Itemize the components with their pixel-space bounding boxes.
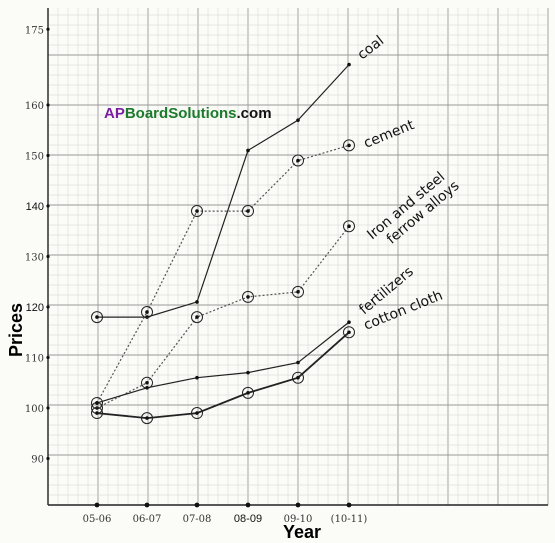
- data-point: [246, 209, 250, 213]
- x-axis-ticks: 05-06 06-07 07-08 08-09 09-10 (10-11): [83, 502, 368, 525]
- y-tick-label: 175: [25, 25, 44, 36]
- y-tick-mark: [46, 27, 50, 31]
- series-line-4: [96, 331, 350, 420]
- data-point: [347, 320, 351, 324]
- data-point: [347, 330, 351, 335]
- x-tick-label: 05-06: [83, 514, 112, 525]
- series-line-0: [97, 64, 350, 318]
- chart-grid: [47, 8, 549, 506]
- data-point-ring: [191, 311, 203, 324]
- data-point: [95, 315, 99, 319]
- y-tick-mark: [46, 406, 50, 410]
- x-tick-label: 06-07: [133, 514, 162, 525]
- x-axis-title: Year: [283, 522, 321, 542]
- data-point: [347, 224, 351, 228]
- series-line-3: [96, 321, 350, 404]
- y-tick-label: 150: [25, 152, 44, 163]
- data-point: [246, 148, 250, 153]
- data-point: [296, 375, 300, 380]
- data-point: [145, 416, 149, 420]
- data-point: [246, 391, 250, 395]
- data-point-ring: [91, 407, 103, 420]
- data-point: [195, 375, 199, 380]
- watermark: APBoardSolutions.com: [104, 105, 272, 122]
- data-point: [347, 62, 351, 67]
- data-point: [145, 380, 149, 385]
- x-tick-mark: [194, 502, 200, 508]
- y-tick-label: 130: [25, 253, 44, 264]
- y-tick-mark: [46, 355, 50, 360]
- data-point-ring: [242, 205, 254, 218]
- series-label-line: coal: [355, 33, 387, 63]
- y-tick-label: 120: [26, 302, 44, 314]
- data-point: [246, 295, 250, 299]
- x-tick-mark: [346, 502, 352, 508]
- data-point: [95, 411, 99, 415]
- series-label-line: cement: [362, 117, 418, 152]
- series-line-2: [96, 225, 350, 409]
- data-point: [296, 118, 300, 122]
- y-tick-label: 100: [25, 404, 44, 415]
- data-point-ring: [343, 220, 355, 233]
- data-point-ring: [141, 412, 153, 425]
- data-point-ring: [343, 139, 355, 152]
- y-tick-mark: [46, 305, 50, 309]
- watermark-part-ap: AP: [104, 105, 125, 122]
- data-point-ring: [91, 311, 103, 324]
- y-tick-mark: [46, 254, 50, 259]
- series-line-1: [96, 144, 350, 404]
- y-tick-mark: [46, 204, 50, 208]
- x-tick-mark: [245, 502, 251, 508]
- data-point-ring: [292, 371, 304, 384]
- y-tick-label: 160: [25, 101, 44, 112]
- y-tick-mark: [46, 153, 50, 158]
- data-point: [195, 209, 199, 213]
- data-point-ring: [242, 290, 254, 303]
- series-label: cement: [362, 117, 418, 152]
- data-point-ring: [141, 306, 153, 319]
- data-point: [296, 290, 300, 294]
- y-tick-mark: [46, 456, 50, 461]
- watermark-part-solutions: Solutions: [168, 105, 236, 122]
- x-tick-label: 08-09: [234, 513, 262, 525]
- x-tick-label: (10-11): [331, 514, 368, 525]
- watermark-part-com: .com: [237, 105, 272, 122]
- x-tick-mark: [144, 502, 150, 508]
- x-tick-label: 07-08: [183, 514, 212, 525]
- y-tick-mark: [46, 103, 50, 107]
- data-point: [347, 143, 351, 148]
- watermark-part-board: Board: [125, 105, 168, 122]
- data-point: [296, 158, 300, 163]
- series-points: [91, 62, 355, 425]
- x-tick-mark: [94, 502, 100, 508]
- y-tick-label: 90: [31, 455, 44, 466]
- data-point: [195, 300, 199, 304]
- data-point-ring: [343, 326, 355, 339]
- y-axis-title: Prices: [6, 303, 26, 357]
- x-tick-label: 09-10: [284, 514, 313, 525]
- y-tick-label: 140: [26, 201, 44, 213]
- data-point: [296, 360, 300, 365]
- data-point: [246, 370, 250, 375]
- data-point-ring: [242, 386, 254, 399]
- data-point-ring: [292, 285, 304, 298]
- data-point: [145, 310, 149, 314]
- series-lines: [96, 64, 350, 420]
- data-point: [145, 386, 149, 390]
- data-point-ring: [191, 205, 203, 218]
- data-point: [195, 411, 199, 415]
- y-axis-ticks: 90 100 110 120 130 140 150 160 175: [25, 25, 50, 466]
- data-point: [195, 315, 199, 319]
- y-tick-label: 110: [25, 354, 44, 365]
- series-label: coal: [355, 33, 387, 63]
- data-point: [95, 401, 99, 405]
- x-tick-mark: [295, 502, 301, 508]
- data-point-ring: [191, 407, 203, 420]
- data-point-ring: [292, 154, 304, 167]
